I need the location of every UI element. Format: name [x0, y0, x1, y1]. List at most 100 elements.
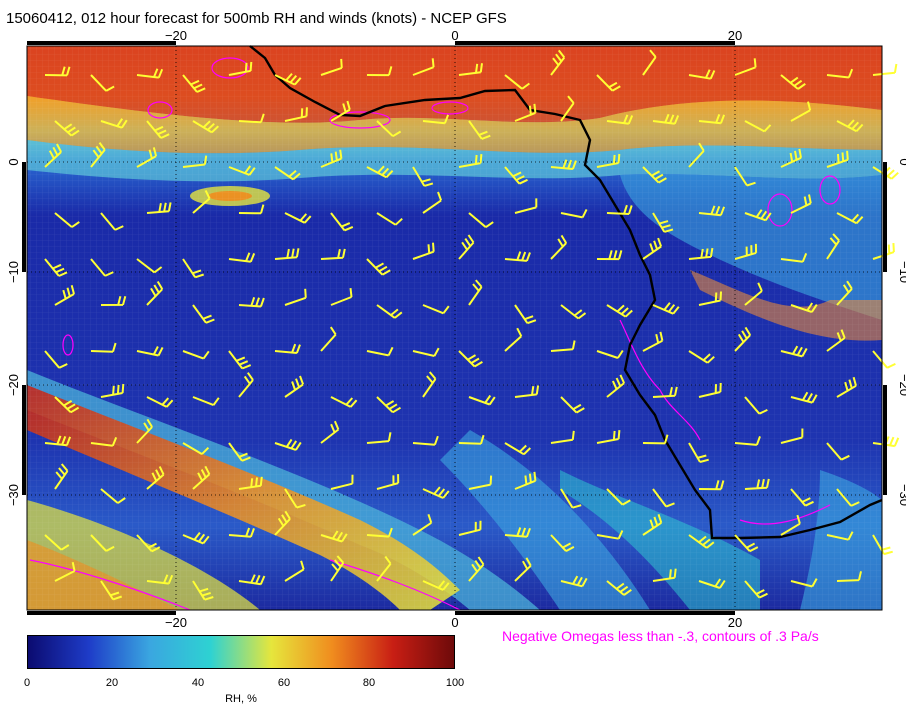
wind-barb	[836, 212, 864, 225]
wind-barb	[274, 72, 302, 86]
wind-barb	[790, 488, 814, 507]
wind-barb	[550, 234, 568, 260]
wind-barb	[54, 285, 75, 306]
wind-barb	[228, 61, 253, 76]
wind-barb	[320, 149, 343, 168]
wind-barb	[100, 580, 123, 601]
wind-barb	[100, 488, 126, 504]
wind-barb	[100, 118, 128, 129]
wind-barb	[90, 258, 114, 277]
wind-barb	[238, 113, 265, 124]
wind-barb	[642, 166, 667, 184]
frame-ticks	[22, 41, 887, 615]
wind-barb	[688, 247, 714, 260]
omega-contours	[29, 57, 841, 611]
wind-barb	[698, 480, 725, 491]
wind-barb	[412, 513, 433, 536]
wind-barb	[44, 534, 70, 551]
wind-barb	[596, 349, 624, 359]
wind-barb	[54, 396, 80, 414]
wind-barb	[560, 208, 588, 219]
wind-barb	[330, 287, 353, 306]
wind-barb	[468, 394, 496, 406]
wind-barb	[238, 476, 263, 490]
wind-barb	[790, 391, 818, 404]
wind-barb	[688, 442, 709, 463]
wind-barb	[734, 326, 752, 352]
wind-barb	[228, 350, 252, 370]
wind-barb	[376, 555, 392, 582]
lon-label-top: 20	[728, 28, 742, 43]
wind-barb	[320, 326, 337, 352]
wind-barb	[54, 120, 80, 137]
wind-barb	[744, 282, 763, 306]
wind-barb	[90, 142, 106, 168]
wind-barb	[642, 434, 669, 445]
wind-barb	[192, 396, 220, 407]
wind-barb	[412, 58, 435, 76]
wind-barb	[44, 66, 71, 77]
wind-barb	[100, 295, 127, 306]
wind-barb	[100, 383, 125, 398]
colorbar-tick: 40	[191, 677, 205, 689]
wind-barb	[596, 430, 621, 444]
wind-barb	[182, 258, 205, 279]
graticule	[27, 46, 882, 610]
wind-barb	[136, 68, 164, 79]
wind-barb	[606, 374, 626, 398]
wind-barb	[54, 561, 76, 582]
wind-barb	[366, 66, 393, 77]
wind-barb	[504, 442, 532, 456]
wind-barb	[744, 396, 768, 415]
wind-barb	[514, 557, 532, 582]
wind-barb	[44, 435, 72, 447]
wind-barbs	[44, 49, 900, 601]
wind-barb	[274, 438, 302, 451]
wind-barb	[376, 474, 400, 490]
wind-barb	[44, 143, 62, 168]
wind-barb	[90, 534, 115, 552]
wind-barb	[376, 304, 403, 319]
wind-barb	[780, 253, 808, 263]
wind-barb	[734, 243, 758, 260]
wind-barb	[136, 147, 158, 168]
wind-barb	[274, 248, 300, 260]
wind-barb	[320, 58, 343, 76]
wind-barb	[642, 237, 663, 260]
wind-barb	[826, 329, 846, 352]
wind-barb	[790, 578, 818, 588]
wind-barb	[596, 153, 621, 168]
wind-barb	[458, 520, 482, 536]
wind-barb	[330, 474, 354, 490]
wind-barb	[182, 531, 210, 545]
wind-barb	[504, 166, 528, 185]
wind-barb	[422, 371, 437, 398]
wind-barb	[458, 434, 485, 445]
wind-barb	[652, 386, 678, 398]
lat-label-right: −30	[897, 484, 906, 506]
wind-barb	[642, 513, 663, 536]
wind-barb	[734, 534, 759, 553]
colorbar-tick: 20	[105, 677, 119, 689]
wind-barb	[330, 212, 354, 232]
lat-label-right: −10	[897, 261, 906, 283]
wind-barb	[734, 58, 757, 76]
wind-barb	[514, 471, 537, 490]
wind-barb	[136, 258, 163, 274]
wind-barb	[826, 233, 840, 260]
wind-barb	[192, 580, 214, 601]
wind-barb	[422, 304, 450, 315]
wind-barb	[642, 49, 657, 76]
wind-barb	[136, 346, 164, 357]
wind-barb	[330, 396, 358, 408]
wind-barb	[284, 375, 305, 398]
wind-barb	[596, 250, 623, 261]
wind-barb	[284, 212, 312, 224]
wind-barb	[504, 74, 530, 90]
wind-barb	[836, 119, 864, 133]
wind-barb	[652, 302, 680, 315]
wind-barb	[412, 435, 439, 446]
wind-barb	[744, 580, 768, 599]
wind-barb	[744, 209, 772, 222]
wind-barb	[468, 120, 491, 140]
